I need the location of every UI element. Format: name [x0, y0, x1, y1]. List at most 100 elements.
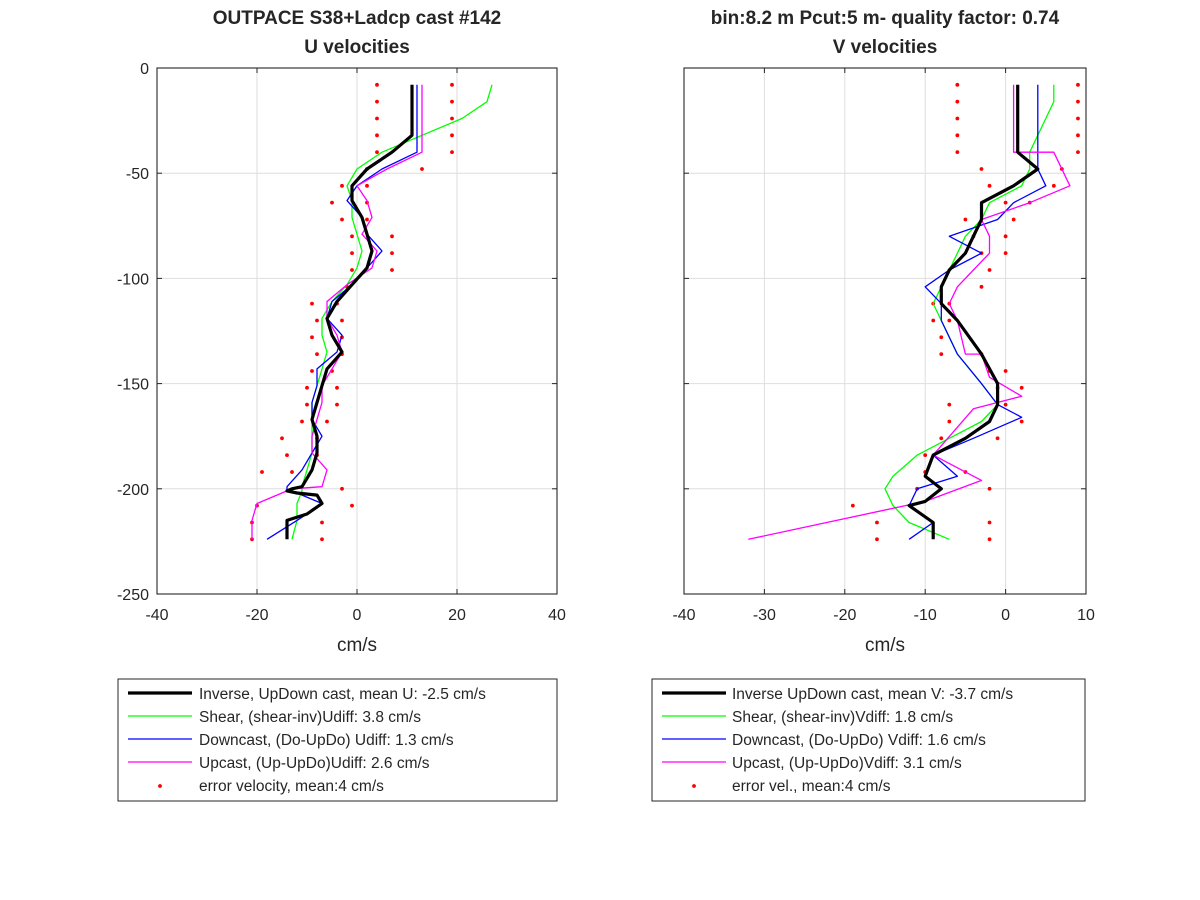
u-error-velocity-point: [310, 369, 314, 373]
v-x-axis-label: cm/s: [865, 635, 905, 656]
u-error-velocity-point: [390, 234, 394, 239]
u-series: [250, 82, 493, 542]
v-x-tick-label: -10: [914, 607, 937, 624]
u-x-tick-label: -40: [145, 607, 168, 624]
u-inverse-line: [285, 84, 414, 540]
u-chart-title-line-1: OUTPACE S38+Ladcp cast #142: [213, 8, 501, 29]
v-error-velocity-point: [1003, 234, 1008, 239]
u-error-velocity-point: [365, 183, 369, 188]
v-error-velocity-point: [1076, 133, 1080, 138]
u-legend-box: [117, 678, 558, 802]
u-error-velocity-point: [290, 470, 294, 474]
v-x-tick-label: -40: [672, 607, 695, 624]
u-x-tick-label: 20: [448, 607, 466, 624]
u-error-velocity-point: [450, 133, 454, 138]
v-error-velocity-point: [1076, 116, 1080, 121]
u-error-velocity-point: [390, 268, 394, 272]
u-error-velocity-point: [390, 251, 394, 256]
v-error-velocity-point: [947, 419, 952, 424]
v-x-tick-label: -30: [753, 607, 776, 624]
u-error-velocity-point: [340, 486, 344, 491]
v-shear-line: [884, 84, 1055, 540]
v-error-velocity-point: [1003, 369, 1008, 373]
u-error-velocity-point: [335, 402, 339, 407]
u-y-tick-label: -150: [117, 377, 149, 394]
v-legend: Inverse UpDown cast, mean V: -3.7 cm/s S…: [651, 678, 1086, 802]
u-error-velocity-point: [325, 419, 329, 424]
v-error-velocity-point: [955, 82, 960, 87]
v-x-tick-label: 10: [1077, 607, 1095, 624]
u-y-tick-label: -100: [117, 271, 149, 288]
v-velocity-chart: bin:8.2 m Pcut:5 m- quality factor: 0.74…: [651, 8, 1095, 802]
u-error-velocity-point: [450, 82, 454, 87]
u-error-velocity-point: [375, 133, 379, 138]
u-error-velocity-point: [375, 82, 379, 87]
v-error-velocity-point: [931, 318, 936, 323]
u-error-velocity-point: [260, 470, 264, 474]
v-error-velocity-point: [939, 352, 944, 357]
v-chart-title-line-2: V velocities: [833, 37, 938, 58]
v-legend-label-shear: Shear, (shear-inv)Vdiff: 1.8 cm/s: [732, 709, 953, 726]
u-error-velocity-point: [335, 385, 339, 390]
v-series: [748, 82, 1080, 542]
v-x-tick-label: 0: [1001, 607, 1010, 624]
v-chart-title-line-1: bin:8.2 m Pcut:5 m- quality factor: 0.74: [711, 8, 1060, 29]
u-error-velocity-point: [285, 453, 289, 458]
u-legend-label-shear: Shear, (shear-inv)Udiff: 3.8 cm/s: [199, 709, 421, 726]
v-error-velocity-point: [1076, 150, 1080, 155]
v-legend-label-inverse: Inverse UpDown cast, mean V: -3.7 cm/s: [732, 686, 1013, 703]
u-y-tick-label: -50: [126, 166, 149, 183]
u-x-tick-label: 0: [353, 607, 362, 624]
v-x-tick-label: -20: [833, 607, 856, 624]
u-error-velocity-point: [375, 150, 379, 155]
u-error-velocity-point: [375, 116, 379, 121]
u-error-velocity-point: [315, 318, 319, 323]
u-error-velocity-point: [450, 99, 454, 104]
v-legend-box: [651, 678, 1086, 802]
v-error-velocity-point: [987, 537, 992, 542]
u-shear-line: [291, 84, 493, 540]
u-upcast-line: [251, 84, 423, 540]
v-error-velocity-point: [923, 453, 928, 458]
v-error-velocity-point: [1019, 385, 1024, 390]
u-error-velocity-point: [350, 268, 354, 272]
u-grid: [157, 68, 557, 594]
v-legend-label-upcast: Upcast, (Up-UpDo)Vdiff: 3.1 cm/s: [732, 755, 962, 772]
v-error-velocity-point: [850, 503, 855, 508]
u-error-velocity-point: [320, 520, 324, 525]
u-error-velocity-point: [340, 217, 344, 222]
u-error-velocity-point: [300, 419, 304, 424]
v-axes-box: [683, 67, 1087, 595]
v-error-velocity-point: [995, 436, 1000, 441]
v-ticks: -40 -30 -20 -10 0 10: [672, 67, 1095, 624]
v-downcast-line: [908, 84, 1047, 540]
u-error-velocity-point: [450, 116, 454, 121]
u-error-velocity-point: [340, 183, 344, 188]
v-legend-label-downcast: Downcast, (Do-UpDo) Vdiff: 1.6 cm/s: [732, 732, 986, 749]
u-legend: Inverse, UpDown cast, mean U: -2.5 cm/s …: [117, 678, 558, 802]
u-error-velocity-point: [310, 301, 314, 306]
v-error-velocity-point: [1003, 402, 1008, 407]
v-upcast-line: [748, 84, 1071, 540]
v-grid: [684, 68, 1086, 594]
v-error-velocity-point: [947, 318, 952, 323]
u-error-velocity-point: [450, 150, 454, 155]
v-error-velocity-point: [955, 150, 960, 155]
v-error-velocity-point: [939, 335, 944, 340]
v-plot-area: [684, 68, 1086, 594]
v-error-velocity-point: [1076, 99, 1080, 104]
v-error-velocity-point: [1076, 82, 1080, 87]
u-y-tick-label: -250: [117, 587, 149, 604]
u-ticks: -40 -20 0 20 400-50-100-150-200-250: [117, 61, 566, 624]
u-chart-title-line-2: U velocities: [304, 37, 410, 58]
v-error-velocity-point: [987, 520, 992, 525]
u-error-velocity-point: [280, 436, 284, 441]
u-legend-label-upcast: Upcast, (Up-UpDo)Udiff: 2.6 cm/s: [199, 755, 430, 772]
v-error-velocity-point: [875, 520, 879, 525]
v-error-velocity-point: [1003, 200, 1008, 205]
u-legend-swatch-error: [158, 784, 162, 788]
v-error-velocity-point: [987, 268, 992, 272]
v-error-velocity-point: [963, 217, 968, 222]
u-y-tick-label: -200: [117, 482, 149, 499]
